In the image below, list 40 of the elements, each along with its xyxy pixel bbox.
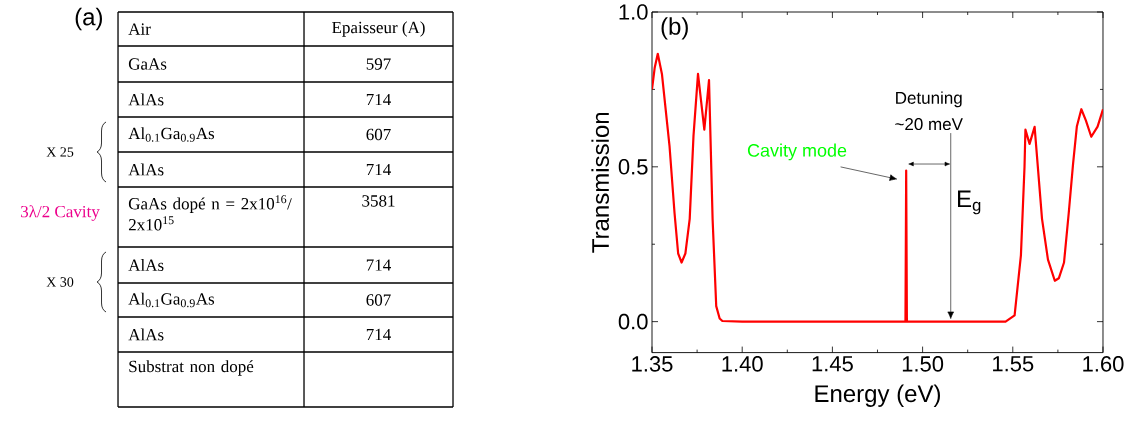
data-label: 597 [366, 58, 391, 70]
category-label: Al$_{0.1}$Ga$_{0.9}$As [128, 292, 215, 308]
x-tick-label: 1.35 [632, 356, 673, 372]
line-series [652, 52, 1103, 323]
x-tick-label: 1.40 [722, 356, 763, 372]
x-tick-label: 1.60 [1083, 356, 1124, 372]
y-tick-label: 1.0 [619, 4, 648, 20]
category-label: GaAs dopé n = 2x10$^{16}$/ 2x10$^{15}$ [128, 195, 292, 231]
category-label: GaAs [128, 58, 167, 70]
text: X 25 [46, 147, 74, 157]
annotation: ~20 meV [895, 118, 963, 131]
annotation: E$_{g}$ [958, 190, 981, 215]
category-label: Substrat non dopé [129, 360, 254, 376]
data-label: 714 [366, 259, 391, 271]
y-axis-title: Transmission [591, 112, 610, 253]
data-label: 714 [366, 328, 391, 341]
text: 3λ/2 Cavity [21, 205, 100, 221]
data-label: 714 [366, 163, 391, 176]
text: (a) [75, 7, 102, 31]
category-label: AlAs [128, 328, 164, 341]
data-label: 3581 [362, 195, 395, 207]
category-label: AlAs [128, 163, 164, 176]
category-label: AlAs [128, 259, 164, 271]
x-tick-label: 1.50 [902, 356, 944, 372]
data-label: 714 [366, 93, 391, 106]
annotation: Detuning [896, 91, 962, 108]
y-tick-label: 0.0 [618, 313, 648, 330]
data-label: 607 [366, 128, 391, 141]
x-tick-label: 1.55 [993, 356, 1034, 372]
x-axis-title: Energy (eV) [815, 384, 940, 407]
annotation: Cavity mode [747, 143, 847, 161]
y-tick-label: 0.5 [618, 159, 648, 175]
category-label: Al$_{0.1}$Ga$_{0.9}$As [128, 127, 215, 142]
category-label: AlAs [128, 93, 164, 106]
x-tick-label: 1.45 [812, 356, 853, 372]
data-label: 607 [366, 294, 391, 306]
category-label: Air [128, 23, 151, 35]
text: Epaisseur (A) [332, 21, 425, 37]
chart-title: (b) [661, 17, 688, 40]
text: X 30 [46, 277, 74, 287]
